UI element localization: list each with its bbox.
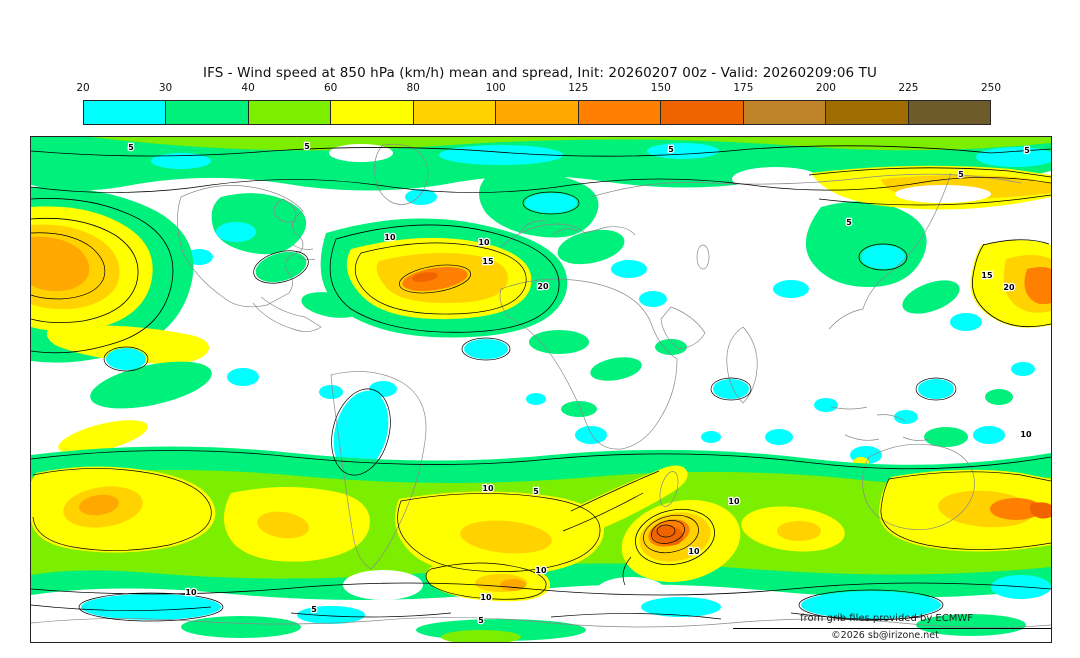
contour-label: 5 <box>668 145 674 154</box>
contour-label: 10 <box>185 588 197 597</box>
colorbar-tick: 250 <box>980 82 1002 94</box>
colorbar-segment-225-250 <box>907 101 990 124</box>
contour-label: 10 <box>728 497 740 506</box>
colorbar-segment-200-225 <box>825 101 908 124</box>
colorbar-segment-100-125 <box>495 101 578 124</box>
contour-label: 10 <box>1020 430 1032 439</box>
contour-label: 10 <box>384 233 396 242</box>
contour-label: 5 <box>1024 146 1030 155</box>
contour-label: 5 <box>304 142 310 151</box>
contour-label: 5 <box>846 218 852 227</box>
colorbar-segment-20-30 <box>84 101 166 124</box>
colorbar-segment-80-100 <box>412 101 496 124</box>
weather-map: 5 5 5 5 5 5 10 10 15 20 15 20 10 5 10 10 10 5 10 10 5 10 from… <box>30 136 1052 643</box>
attribution-copyright: ©2026 sb@irizone.net <box>733 628 1051 642</box>
contour-label: 10 <box>480 593 492 602</box>
colorbar-tick: 225 <box>898 82 919 94</box>
sh-storm-track <box>31 446 1051 603</box>
wind-speed-map-canvas: 5 5 5 5 5 5 10 10 15 20 15 20 10 5 10 10 10 5 10 10 5 10 <box>31 137 1051 642</box>
copyright-text: ©2026 sb@irizone.net <box>831 630 939 641</box>
chart-title: IFS - Wind speed at 850 hPa (km/h) mean … <box>203 65 877 81</box>
colorbar-segment-125-150 <box>577 101 661 124</box>
colorbar-tick: 125 <box>568 82 589 94</box>
contour-label: 10 <box>482 484 494 493</box>
contour-label: 20 <box>1003 283 1015 292</box>
coastlines <box>31 143 1051 628</box>
colorbar-segment-150-175 <box>660 101 743 124</box>
colorbar-tick: 100 <box>485 82 506 94</box>
contour-label: 5 <box>311 605 317 614</box>
contour-label: 15 <box>482 257 494 266</box>
colorbar-tick-labels: 20 30 40 60 80 100 125 150 175 200 225 250 <box>76 82 1001 96</box>
colorbar-segment-175-200 <box>742 101 826 124</box>
contour-label: 10 <box>535 566 547 575</box>
tropics-patches <box>106 330 1035 474</box>
colorbar-tick: 200 <box>815 82 836 94</box>
contour-label: 5 <box>958 170 964 179</box>
attribution-source: from grib files provided by ECMWF <box>800 613 973 624</box>
colorbar-tick: 30 <box>158 82 173 94</box>
colorbar-tick: 150 <box>650 82 671 94</box>
north-pacific-jet <box>31 186 212 454</box>
contour-label: 15 <box>981 271 993 280</box>
contour-label: 5 <box>533 487 539 496</box>
contour-label: 10 <box>478 238 490 247</box>
colorbar-segment-60-80 <box>330 101 413 124</box>
contour-label: 5 <box>478 616 484 625</box>
colorbar-segment-30-40 <box>165 101 248 124</box>
antarctic-fringe <box>81 575 1051 642</box>
contour-label: 10 <box>688 547 700 556</box>
colorbar-segment-40-60 <box>247 101 331 124</box>
nh-midlat-patches <box>185 171 982 331</box>
colorbar-tick: 175 <box>733 82 754 94</box>
colorbar <box>83 100 991 125</box>
contour-label: 20 <box>537 282 549 291</box>
colorbar-tick: 80 <box>406 82 420 94</box>
contour-labels: 5 5 5 5 5 5 10 10 15 20 15 20 10 5 10 10 10 5 10 10 5 10 <box>127 141 1033 626</box>
spread-contours <box>31 145 1051 622</box>
colorbar-tick: 20 <box>76 82 90 94</box>
contour-label: 5 <box>128 143 134 152</box>
colorbar-tick: 60 <box>323 82 338 94</box>
west-pacific-jet <box>970 240 1051 328</box>
colorbar-tick: 40 <box>241 82 255 94</box>
